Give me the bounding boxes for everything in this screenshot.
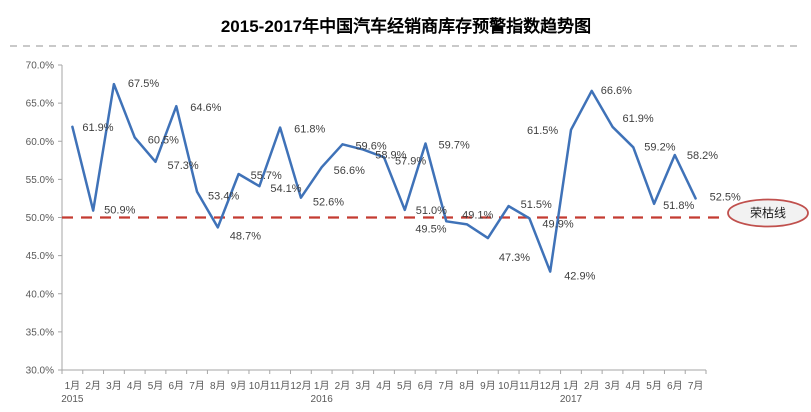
x-tick-label: 6月 bbox=[168, 380, 184, 392]
year-label: 2015 bbox=[61, 394, 84, 405]
x-tick-label: 8月 bbox=[210, 380, 226, 392]
data-label: 49.1% bbox=[462, 209, 493, 221]
data-label: 67.5% bbox=[128, 78, 159, 90]
data-label: 61.9% bbox=[623, 113, 654, 125]
data-label: 54.1% bbox=[270, 183, 301, 195]
x-tick-label: 5月 bbox=[397, 380, 413, 392]
data-label: 49.5% bbox=[415, 223, 446, 235]
y-tick-label: 40.0% bbox=[26, 289, 54, 300]
x-tick-label: 7月 bbox=[439, 380, 455, 392]
data-label: 47.3% bbox=[499, 252, 530, 264]
y-tick-label: 45.0% bbox=[26, 251, 54, 262]
data-label: 61.9% bbox=[82, 122, 113, 134]
y-tick-label: 70.0% bbox=[26, 61, 54, 72]
data-label: 42.9% bbox=[564, 271, 595, 283]
x-tick-label: 1月 bbox=[314, 380, 330, 392]
data-label: 52.6% bbox=[313, 197, 344, 209]
data-label: 61.8% bbox=[294, 124, 325, 136]
x-tick-label: 8月 bbox=[459, 380, 475, 392]
data-label: 55.7% bbox=[251, 170, 282, 182]
x-tick-label: 7月 bbox=[688, 380, 704, 392]
x-tick-label: 4月 bbox=[376, 380, 392, 392]
data-label: 57.3% bbox=[167, 160, 198, 172]
data-label: 53.4% bbox=[208, 191, 239, 203]
reference-ellipse bbox=[727, 198, 809, 228]
data-label: 51.5% bbox=[521, 199, 552, 211]
trend-line bbox=[71, 82, 697, 273]
data-label: 48.7% bbox=[230, 230, 261, 242]
data-label: 64.6% bbox=[190, 102, 221, 114]
data-label: 51.0% bbox=[416, 205, 447, 217]
x-tick-label: 12月 bbox=[540, 380, 561, 392]
y-tick-label: 50.0% bbox=[26, 213, 54, 224]
x-tick-label: 4月 bbox=[127, 380, 143, 392]
x-tick-label: 10月 bbox=[498, 380, 519, 392]
data-label: 59.6% bbox=[355, 140, 386, 152]
data-label: 51.8% bbox=[663, 200, 694, 212]
x-tick-label: 12月 bbox=[290, 380, 311, 392]
y-tick-label: 60.0% bbox=[26, 137, 54, 148]
x-tick-label: 2月 bbox=[584, 380, 600, 392]
x-tick-label: 9月 bbox=[480, 380, 496, 392]
y-tick-label: 65.0% bbox=[26, 99, 54, 110]
data-label: 60.5% bbox=[148, 134, 179, 146]
data-label: 52.5% bbox=[710, 191, 741, 203]
data-label: 59.7% bbox=[439, 140, 470, 152]
x-tick-label: 11月 bbox=[519, 380, 539, 392]
x-tick-label: 10月 bbox=[249, 380, 270, 392]
x-tick-label: 9月 bbox=[231, 380, 247, 392]
plot-area: 70.0% 65.0% 60.0% 55.0% 50.0% 45.0% 40.0% 35.0%… bbox=[26, 61, 741, 406]
data-label: 56.6% bbox=[334, 165, 365, 177]
x-tick-label: 5月 bbox=[646, 380, 662, 392]
x-tick-label: 4月 bbox=[626, 380, 642, 392]
data-label: 66.6% bbox=[601, 85, 632, 97]
x-tick-label: 3月 bbox=[106, 380, 122, 392]
x-tick-label: 2月 bbox=[85, 380, 101, 392]
y-tick-label: 35.0% bbox=[26, 327, 54, 338]
year-label: 2016 bbox=[311, 394, 334, 405]
chart-title: 2015-2017年中国汽车经销商库存预警指数趋势图 bbox=[221, 16, 591, 36]
x-tick-label: 6月 bbox=[418, 380, 434, 392]
x-tick-label: 1月 bbox=[65, 380, 81, 392]
y-tick-label: 30.0% bbox=[26, 366, 54, 377]
data-label: 57.9% bbox=[395, 155, 426, 167]
x-tick-label: 3月 bbox=[355, 380, 371, 392]
year-label: 2017 bbox=[560, 394, 583, 405]
x-tick-label: 7月 bbox=[189, 380, 205, 392]
data-label: 58.2% bbox=[687, 150, 718, 162]
data-label: 59.2% bbox=[644, 141, 675, 153]
reference-callout: 荣枯线 bbox=[727, 198, 809, 228]
data-label: 61.5% bbox=[527, 125, 558, 137]
data-label: 49.9% bbox=[542, 218, 573, 230]
x-tick-label: 3月 bbox=[605, 380, 621, 392]
x-tick-label: 1月 bbox=[563, 380, 579, 392]
reference-line-label: 荣枯线 bbox=[750, 205, 786, 220]
x-tick-label: 5月 bbox=[148, 380, 164, 392]
data-label: 50.9% bbox=[104, 205, 135, 217]
x-tick-label: 11月 bbox=[270, 380, 290, 392]
data-label: 58.9% bbox=[375, 150, 406, 162]
x-tick-label: 2月 bbox=[335, 380, 351, 392]
x-tick-label: 6月 bbox=[667, 380, 683, 392]
y-tick-label: 55.0% bbox=[26, 175, 54, 186]
